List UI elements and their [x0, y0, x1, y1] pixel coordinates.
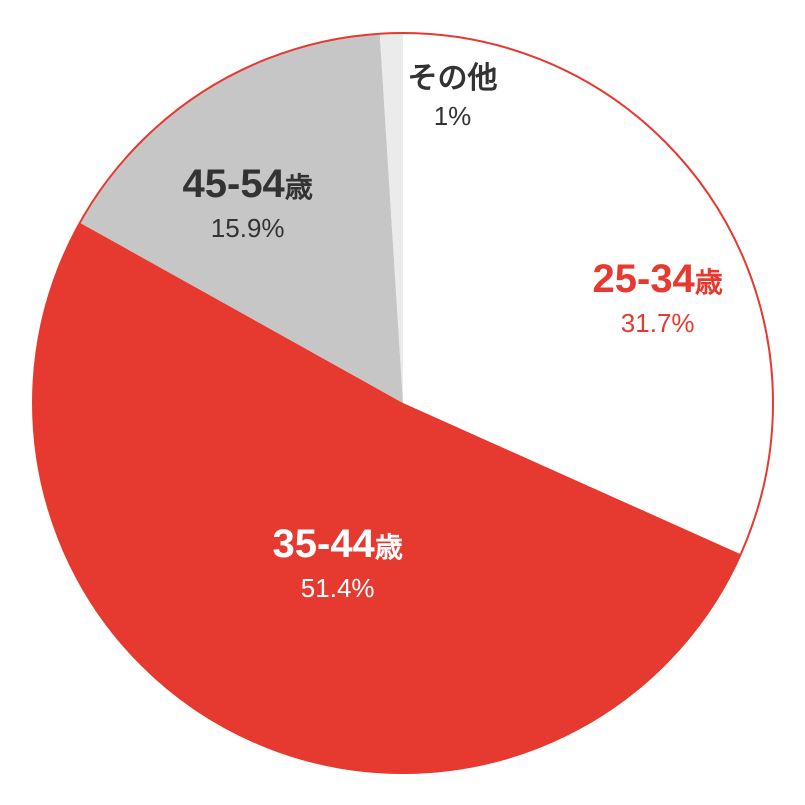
- slice-label-2: 45-54歳 15.9%: [183, 158, 313, 246]
- slice-label-value: 51.4%: [273, 572, 403, 606]
- slice-label-3: その他 1%: [408, 59, 498, 134]
- slice-label-title: 25-34: [593, 257, 695, 301]
- pie-chart-container: 25-34歳31.7%35-44歳51.4%45-54歳15.9%その他1%: [23, 23, 783, 783]
- slice-label-1: 35-44歳 51.4%: [273, 518, 403, 606]
- slice-label-title: 35-44: [273, 522, 375, 566]
- slice-label-value: 31.7%: [593, 307, 723, 341]
- slice-label-suffix: 歳: [375, 532, 403, 563]
- slice-label-title: その他: [408, 62, 498, 95]
- slice-label-value: 15.9%: [183, 212, 313, 246]
- pie-chart-svg: [23, 23, 783, 783]
- slice-label-title: 45-54: [183, 162, 285, 206]
- slice-label-value: 1%: [408, 100, 498, 134]
- slice-label-suffix: 歳: [285, 172, 313, 203]
- slice-label-suffix: 歳: [695, 267, 723, 298]
- slice-label-0: 25-34歳 31.7%: [593, 253, 723, 341]
